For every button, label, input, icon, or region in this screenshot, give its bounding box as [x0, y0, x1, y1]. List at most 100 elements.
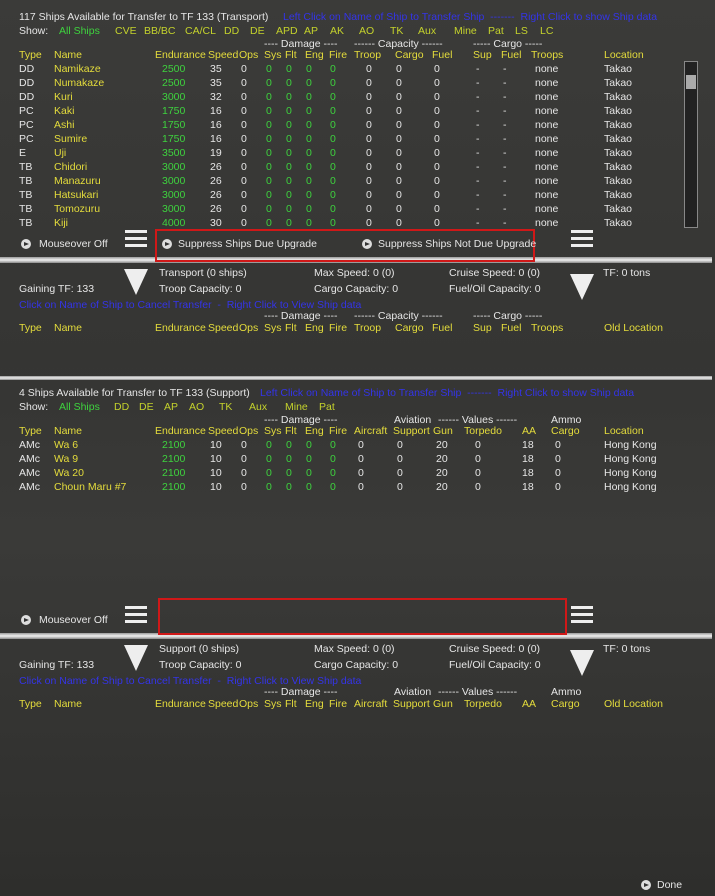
- column-header[interactable]: Ops: [239, 698, 259, 710]
- column-header[interactable]: Fuel: [432, 49, 453, 61]
- down-arrow[interactable]: [124, 645, 148, 671]
- filter[interactable]: AO: [189, 401, 205, 413]
- button-icon[interactable]: [21, 615, 31, 625]
- filter[interactable]: AP: [164, 401, 179, 413]
- filter[interactable]: DD: [224, 25, 240, 37]
- ship-name[interactable]: Chidori: [54, 161, 88, 173]
- button-icon[interactable]: [362, 239, 372, 249]
- column-header[interactable]: Sys: [264, 698, 282, 710]
- ship-name[interactable]: Wa 6: [54, 439, 79, 451]
- column-header[interactable]: Type: [19, 425, 42, 437]
- column-header[interactable]: Endurance: [155, 698, 206, 710]
- column-header[interactable]: Eng: [305, 698, 324, 710]
- column-header[interactable]: Name: [54, 698, 83, 710]
- button-icon[interactable]: [21, 239, 31, 249]
- column-header[interactable]: Troops: [531, 49, 564, 61]
- column-header[interactable]: Troop: [354, 322, 382, 334]
- column-header[interactable]: Torpedo: [464, 425, 502, 437]
- filter[interactable]: TK: [390, 25, 404, 37]
- ship-name[interactable]: Sumire: [54, 133, 88, 145]
- ship-name[interactable]: Kaki: [54, 105, 75, 117]
- column-header[interactable]: Old Location: [604, 322, 663, 334]
- ship-name[interactable]: Wa 9: [54, 453, 79, 465]
- column-header[interactable]: Gun: [433, 698, 453, 710]
- filter[interactable]: TK: [219, 401, 233, 413]
- column-header[interactable]: Aircraft: [354, 698, 388, 710]
- column-header[interactable]: Ops: [239, 425, 259, 437]
- filter[interactable]: Aux: [418, 25, 437, 37]
- column-header[interactable]: Support: [393, 698, 430, 710]
- column-header[interactable]: Endurance: [155, 425, 206, 437]
- filter[interactable]: BB/BC: [144, 25, 176, 37]
- column-header[interactable]: Flt: [285, 49, 297, 61]
- column-header[interactable]: Speed: [208, 698, 239, 710]
- column-header[interactable]: Fuel: [501, 322, 522, 334]
- column-header[interactable]: Flt: [285, 698, 297, 710]
- column-header[interactable]: Ops: [239, 322, 259, 334]
- menu-icon[interactable]: [125, 606, 147, 628]
- ship-name[interactable]: Namikaze: [54, 63, 101, 75]
- column-header[interactable]: Fire: [329, 49, 348, 61]
- column-header[interactable]: Sys: [264, 425, 282, 437]
- column-header[interactable]: Flt: [285, 322, 297, 334]
- menu-icon[interactable]: [571, 230, 593, 252]
- down-arrow[interactable]: [124, 269, 148, 295]
- ship-name[interactable]: Ashi: [54, 119, 75, 131]
- ship-name[interactable]: Wa 20: [54, 467, 84, 479]
- column-header[interactable]: Location: [604, 49, 644, 61]
- column-header[interactable]: Name: [54, 322, 83, 334]
- column-header[interactable]: Ops: [239, 49, 259, 61]
- filter[interactable]: All Ships: [59, 401, 100, 413]
- ship-name[interactable]: Choun Maru #7: [54, 481, 127, 493]
- column-header[interactable]: Fuel: [432, 322, 453, 334]
- ship-name[interactable]: Uji: [54, 147, 67, 159]
- filter[interactable]: DD: [114, 401, 130, 413]
- filter[interactable]: Mine: [454, 25, 477, 37]
- column-header[interactable]: Torpedo: [464, 698, 502, 710]
- column-header[interactable]: Gun: [433, 425, 453, 437]
- mouseover-toggle[interactable]: Mouseover Off: [39, 614, 108, 626]
- column-header[interactable]: Eng: [305, 49, 324, 61]
- column-header[interactable]: Troop: [354, 49, 382, 61]
- filter[interactable]: Mine: [285, 401, 308, 413]
- column-header[interactable]: Cargo: [395, 322, 424, 334]
- ship-name[interactable]: Kuri: [54, 91, 73, 103]
- down-arrow[interactable]: [570, 274, 594, 300]
- column-header[interactable]: Name: [54, 425, 83, 437]
- column-header[interactable]: Flt: [285, 425, 297, 437]
- filter[interactable]: Aux: [249, 401, 268, 413]
- filter[interactable]: LC: [540, 25, 554, 37]
- column-header[interactable]: Cargo: [551, 698, 580, 710]
- column-header[interactable]: AA: [522, 425, 537, 437]
- column-header[interactable]: Sup: [473, 49, 492, 61]
- ship-name[interactable]: Kiji: [54, 217, 69, 229]
- column-header[interactable]: Speed: [208, 322, 239, 334]
- column-header[interactable]: Name: [54, 49, 83, 61]
- filter[interactable]: All Ships: [59, 25, 100, 37]
- menu-icon[interactable]: [571, 606, 593, 628]
- down-arrow[interactable]: [570, 650, 594, 676]
- filter[interactable]: Pat: [319, 401, 335, 413]
- scrollbar[interactable]: [684, 61, 698, 228]
- ship-name[interactable]: Hatsukari: [54, 189, 99, 201]
- mouseover-toggle[interactable]: Mouseover Off: [39, 238, 108, 250]
- ship-name[interactable]: Manazuru: [54, 175, 101, 187]
- column-header[interactable]: Endurance: [155, 49, 206, 61]
- column-header[interactable]: Sup: [473, 322, 492, 334]
- column-header[interactable]: Type: [19, 49, 42, 61]
- column-header[interactable]: Fire: [329, 322, 348, 334]
- menu-icon[interactable]: [125, 230, 147, 252]
- filter[interactable]: AP: [304, 25, 319, 37]
- column-header[interactable]: Type: [19, 698, 42, 710]
- column-header[interactable]: Eng: [305, 425, 324, 437]
- column-header[interactable]: Speed: [208, 425, 239, 437]
- column-header[interactable]: Sys: [264, 322, 282, 334]
- column-header[interactable]: Cargo: [551, 425, 580, 437]
- filter[interactable]: LS: [515, 25, 528, 37]
- filter[interactable]: APD: [276, 25, 298, 37]
- column-header[interactable]: Type: [19, 322, 42, 334]
- column-header[interactable]: Endurance: [155, 322, 206, 334]
- ship-name[interactable]: Numakaze: [54, 77, 105, 89]
- ship-name[interactable]: Tomozuru: [54, 203, 101, 215]
- filter[interactable]: DE: [250, 25, 265, 37]
